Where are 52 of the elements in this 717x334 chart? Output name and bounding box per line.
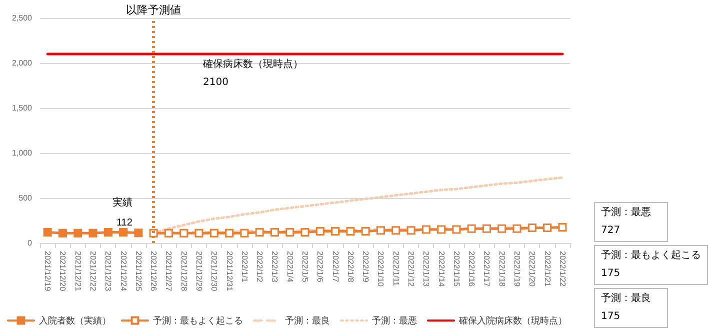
x-tick-label: 2022/1/3 [270, 251, 280, 283]
x-tick-label: 2022/1/15 [452, 251, 461, 288]
y-tick-label: 1,000 [12, 148, 33, 158]
y-tick-label: 500 [18, 194, 33, 202]
x-tick-label: 2021/12/19 [43, 251, 52, 292]
x-tick-label: 2022/1/2 [255, 251, 264, 283]
legend-label: 予測：最良 [285, 316, 330, 326]
x-tick-label: 2021/12/23 [104, 251, 113, 292]
x-tick-label: 2022/1/11 [391, 251, 400, 287]
x-tick-label: 2022/1/14 [436, 251, 446, 288]
x-tick-label: 2021/12/27 [164, 251, 174, 292]
x-tick-label: 2021/12/26 [149, 251, 158, 292]
legend-label: 予測：最悪 [372, 316, 417, 326]
x-tick-label: 2022/1/7 [330, 251, 340, 283]
y-tick-label: 2,500 [12, 14, 33, 22]
x-tick-label: 2022/1/22 [558, 251, 567, 288]
x-tick-label: 2022/1/19 [512, 251, 522, 288]
x-tick-label: 2022/1/9 [361, 251, 370, 283]
x-tick-label: 2021/12/20 [58, 251, 68, 292]
text: 予測：最悪 727 [594, 202, 668, 242]
text: 予測：最良 175 [594, 288, 668, 328]
ref-line-label: 以降予測値 [126, 4, 182, 16]
x-tick-label: 2022/1/1 [240, 251, 249, 283]
x-tick-label: 2022/1/6 [316, 251, 325, 283]
y-tick-label: 1,500 [12, 104, 33, 112]
x-tick-label: 2022/1/10 [376, 251, 386, 288]
x-tick-label: 2022/1/16 [467, 251, 476, 288]
x-tick-label: 2021/12/24 [118, 251, 128, 292]
x-tick-label: 2022/1/12 [406, 251, 416, 288]
annotation: 確保病床数（現時点） 2100 [203, 58, 303, 90]
x-tick-label: 2022/1/17 [482, 251, 492, 288]
x-tick-label: 2022/1/13 [422, 251, 431, 288]
annotation: 実績 112 [112, 196, 133, 228]
x-tick-label: 2022/1/20 [528, 251, 537, 288]
x-tick-label: 2021/12/30 [210, 251, 219, 292]
legend-label: 入院者数（実績） [39, 316, 111, 326]
x-tick-label: 2022/1/4 [285, 251, 294, 283]
x-tick-label: 2022/1/8 [346, 251, 355, 283]
text: 予測：最もよく起こる 175 [594, 245, 708, 285]
x-tick-label: 2021/12/25 [134, 251, 143, 292]
y-tick-label: 2,000 [12, 58, 33, 68]
x-tick-label: 2022/1/21 [542, 251, 552, 288]
y-tick-label: 0 [28, 238, 33, 248]
x-tick-label: 2021/12/28 [179, 251, 188, 292]
x-tick-label: 2022/1/5 [300, 251, 310, 283]
legend-label: 予測：最もよく起こる [153, 316, 243, 326]
legend-label: 確保入院病床数（現時点） [458, 316, 567, 326]
x-tick-label: 2021/12/31 [224, 251, 234, 292]
x-tick-label: 2022/1/18 [497, 251, 506, 288]
x-tick-label: 2021/12/22 [88, 251, 98, 292]
x-tick-label: 2021/12/29 [194, 251, 204, 292]
x-tick-label: 2021/12/21 [73, 251, 82, 292]
